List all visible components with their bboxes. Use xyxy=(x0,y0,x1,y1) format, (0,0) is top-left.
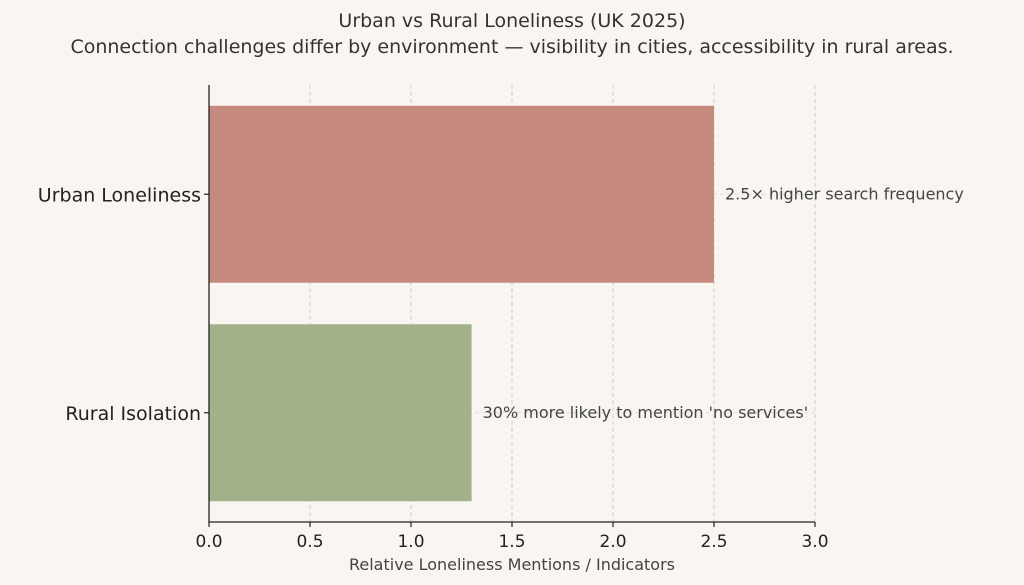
annotations: 2.5× higher search frequency 30% more lik… xyxy=(483,184,964,422)
x-axis-label: Relative Loneliness Mentions / Indicator… xyxy=(349,555,675,574)
bar-rural-isolation xyxy=(209,324,472,502)
bar-annotation: 30% more likely to mention 'no services' xyxy=(483,403,809,422)
x-tick-label: 3.0 xyxy=(801,532,828,552)
chart-subtitle: Connection challenges differ by environm… xyxy=(70,36,953,58)
y-tick-label: Rural Isolation xyxy=(65,403,201,425)
bar-urban-loneliness xyxy=(209,105,714,283)
x-tick-label: 0.5 xyxy=(296,532,323,552)
y-tick-label: Urban Loneliness xyxy=(38,184,201,206)
bars xyxy=(209,105,714,502)
x-tick-label: 2.5 xyxy=(700,532,727,552)
x-tick-label: 0.0 xyxy=(195,532,222,552)
x-tick-label: 1.0 xyxy=(397,532,424,552)
y-ticks: Urban Loneliness Rural Isolation xyxy=(38,184,209,425)
x-ticks: 0.0 0.5 1.0 1.5 2.0 2.5 3.0 xyxy=(195,522,829,552)
chart-title: Urban vs Rural Loneliness (UK 2025) xyxy=(338,10,685,32)
x-tick-label: 2.0 xyxy=(599,532,626,552)
x-tick-label: 1.5 xyxy=(498,532,525,552)
bar-annotation: 2.5× higher search frequency xyxy=(725,184,964,203)
